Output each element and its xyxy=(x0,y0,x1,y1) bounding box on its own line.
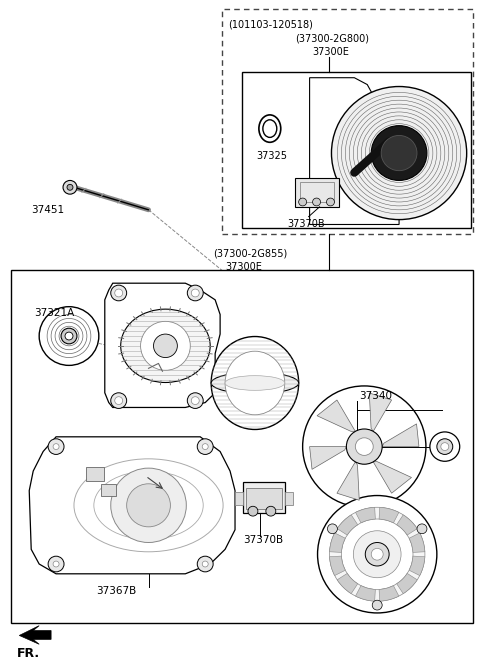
Polygon shape xyxy=(19,626,51,644)
Circle shape xyxy=(65,332,73,340)
Circle shape xyxy=(341,519,413,589)
Circle shape xyxy=(197,439,213,454)
Circle shape xyxy=(154,334,178,357)
Bar xyxy=(222,9,473,234)
Text: (101103-120518): (101103-120518) xyxy=(228,19,313,29)
Circle shape xyxy=(197,556,213,572)
Circle shape xyxy=(329,507,425,601)
Wedge shape xyxy=(396,515,417,535)
Circle shape xyxy=(302,386,426,507)
Circle shape xyxy=(187,393,203,408)
Circle shape xyxy=(266,506,276,516)
Polygon shape xyxy=(310,447,347,469)
Circle shape xyxy=(48,556,64,572)
Polygon shape xyxy=(382,424,419,447)
Wedge shape xyxy=(356,507,375,523)
Circle shape xyxy=(371,126,427,181)
Circle shape xyxy=(53,561,59,567)
Ellipse shape xyxy=(211,336,299,430)
Circle shape xyxy=(371,548,383,560)
Bar xyxy=(12,271,473,623)
Text: 37321A: 37321A xyxy=(34,308,74,318)
Circle shape xyxy=(326,198,335,206)
Circle shape xyxy=(115,289,123,297)
Circle shape xyxy=(248,506,258,516)
Circle shape xyxy=(39,307,99,365)
Wedge shape xyxy=(409,556,425,575)
Circle shape xyxy=(372,600,382,610)
Circle shape xyxy=(355,438,373,455)
Circle shape xyxy=(441,443,449,451)
Ellipse shape xyxy=(225,375,285,391)
Bar xyxy=(295,177,339,207)
Polygon shape xyxy=(29,437,235,574)
Text: FR.: FR. xyxy=(17,647,40,660)
Wedge shape xyxy=(396,573,417,594)
Circle shape xyxy=(67,185,73,190)
Polygon shape xyxy=(105,283,220,408)
Wedge shape xyxy=(409,533,425,552)
Circle shape xyxy=(192,397,199,404)
Bar xyxy=(101,484,116,496)
Circle shape xyxy=(63,181,77,194)
Text: 37367B: 37367B xyxy=(96,586,136,596)
Bar xyxy=(242,72,471,228)
Circle shape xyxy=(347,429,382,464)
Text: 37340: 37340 xyxy=(360,391,392,401)
Wedge shape xyxy=(379,507,399,523)
Ellipse shape xyxy=(211,372,299,394)
Polygon shape xyxy=(317,400,355,432)
Circle shape xyxy=(417,524,427,534)
Circle shape xyxy=(127,484,170,527)
Polygon shape xyxy=(337,462,359,500)
Circle shape xyxy=(332,87,467,220)
Text: 37370B: 37370B xyxy=(243,535,283,545)
Polygon shape xyxy=(369,393,392,432)
Wedge shape xyxy=(330,556,345,575)
Wedge shape xyxy=(337,573,358,594)
Polygon shape xyxy=(373,461,411,493)
Text: 37325: 37325 xyxy=(256,151,287,161)
Bar xyxy=(235,492,243,505)
Circle shape xyxy=(111,285,127,301)
Wedge shape xyxy=(379,586,399,601)
Wedge shape xyxy=(337,515,358,535)
Ellipse shape xyxy=(120,309,210,383)
Circle shape xyxy=(111,468,186,542)
Circle shape xyxy=(111,393,127,408)
Text: (37300-2G800): (37300-2G800) xyxy=(295,34,369,44)
Circle shape xyxy=(381,136,417,171)
Polygon shape xyxy=(310,77,399,224)
Circle shape xyxy=(202,561,208,567)
Wedge shape xyxy=(330,533,345,552)
Bar xyxy=(243,482,285,513)
Wedge shape xyxy=(356,586,375,601)
Circle shape xyxy=(53,444,59,449)
Ellipse shape xyxy=(225,352,285,415)
Circle shape xyxy=(48,439,64,454)
Circle shape xyxy=(115,397,123,404)
Text: 37300E: 37300E xyxy=(312,48,349,58)
Bar xyxy=(300,183,335,202)
Bar xyxy=(86,467,104,481)
Circle shape xyxy=(437,439,453,454)
Circle shape xyxy=(312,198,321,206)
Circle shape xyxy=(141,321,190,370)
Circle shape xyxy=(61,328,77,344)
Circle shape xyxy=(430,432,460,461)
Circle shape xyxy=(299,198,307,206)
Circle shape xyxy=(327,524,337,534)
Circle shape xyxy=(318,496,437,613)
Text: (37300-2G855): (37300-2G855) xyxy=(213,249,288,259)
Bar xyxy=(246,488,282,509)
Circle shape xyxy=(365,542,389,566)
Bar xyxy=(285,492,293,505)
Circle shape xyxy=(192,289,199,297)
Circle shape xyxy=(202,444,208,449)
Circle shape xyxy=(187,285,203,301)
Text: 37451: 37451 xyxy=(31,205,64,215)
Text: 37370B: 37370B xyxy=(288,218,325,228)
Text: 37300E: 37300E xyxy=(225,261,262,271)
Circle shape xyxy=(353,531,401,578)
